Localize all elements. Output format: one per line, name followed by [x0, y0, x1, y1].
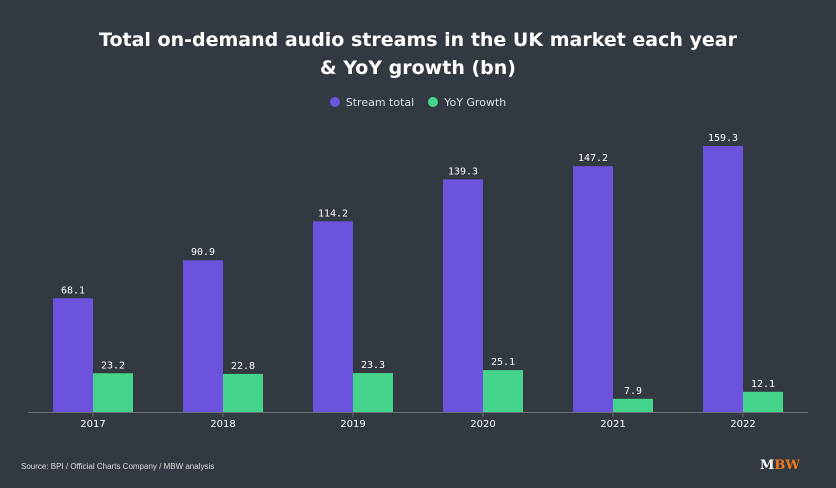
data-label: 23.3 [361, 360, 385, 371]
legend-item-stream-total[interactable]: Stream total [329, 96, 415, 109]
bar-yoy-growth-2017 [93, 373, 133, 412]
x-tick-label: 2021 [600, 419, 625, 430]
title-line-2: & YoY growth (bn) [320, 57, 516, 79]
legend-label: YoY Growth [444, 96, 507, 109]
data-label: 25.1 [491, 357, 515, 368]
x-tick-label: 2022 [730, 419, 755, 430]
x-tick-label: 2018 [210, 419, 235, 430]
x-tick-label: 2017 [80, 419, 105, 430]
data-label: 12.1 [751, 379, 775, 390]
mbw-logo: MBW [760, 458, 800, 473]
legend-dot-icon [428, 97, 439, 107]
data-label: 68.1 [61, 285, 85, 296]
bar-stream-total-2019 [313, 221, 353, 412]
data-label: 23.2 [101, 360, 125, 371]
x-tick-label: 2019 [340, 419, 365, 430]
logo-bw: BW [774, 458, 800, 473]
bar-yoy-growth-2022 [743, 391, 783, 412]
bar-stream-total-2022 [703, 146, 743, 412]
data-label: 147.2 [578, 153, 608, 164]
bar-yoy-growth-2021 [613, 398, 653, 412]
legend: Stream total YoY Growth [0, 96, 836, 109]
bar-yoy-growth-2020 [483, 370, 523, 412]
logo-m: M [760, 458, 775, 473]
data-label: 159.3 [708, 133, 738, 144]
chart-title: Total on-demand audio streams in the UK … [0, 26, 836, 82]
bar-stream-total-2020 [443, 179, 483, 412]
source-note: Source: BPI / Official Charts Company / … [21, 462, 215, 471]
data-label: 139.3 [448, 166, 478, 177]
bar-yoy-growth-2019 [353, 373, 393, 412]
bar-yoy-growth-2018 [223, 373, 263, 412]
legend-dot-icon [329, 97, 340, 107]
bar-stream-total-2021 [573, 166, 613, 412]
data-label: 22.8 [231, 361, 255, 372]
bar-stream-total-2018 [183, 260, 223, 412]
data-label: 90.9 [191, 247, 215, 258]
bar-stream-total-2017 [53, 298, 93, 412]
data-label: 114.2 [318, 208, 348, 219]
data-label: 7.9 [624, 386, 642, 397]
legend-label: Stream total [345, 96, 415, 109]
x-tick-label: 2020 [470, 419, 495, 430]
legend-item-yoy-growth[interactable]: YoY Growth [428, 96, 506, 109]
title-line-1: Total on-demand audio streams in the UK … [99, 29, 737, 51]
